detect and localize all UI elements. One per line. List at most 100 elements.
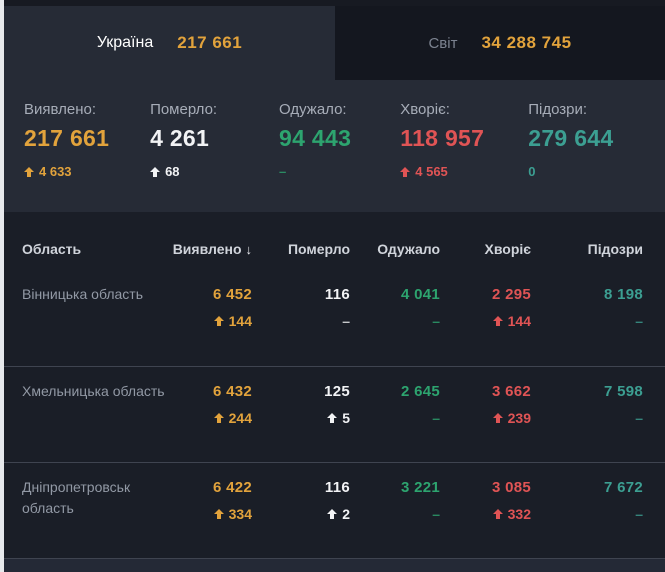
stat-delta: 4 565 bbox=[400, 164, 528, 179]
cell-delta: – bbox=[531, 506, 643, 522]
cell-delta: 239 bbox=[440, 410, 531, 426]
summary-panel: Виявлено: 217 661 4 633 Померло: 4 261 68 Одуж… bbox=[4, 80, 665, 212]
stat-delta-value: 68 bbox=[165, 164, 180, 179]
cell-delta-value: – bbox=[635, 410, 643, 426]
column-header-confirmed[interactable]: Виявлено ↓ bbox=[166, 241, 252, 257]
tab-ukraine-label: Україна bbox=[96, 34, 154, 51]
cell-value: 125 bbox=[324, 383, 350, 400]
cell-delta-value: 144 bbox=[507, 313, 531, 329]
table-row[interactable]: Вінницька область 6 452 144 116–4 041–2 295… bbox=[4, 270, 665, 366]
cell-sick: 2 295 144 bbox=[440, 286, 531, 366]
up-arrow-icon bbox=[327, 413, 338, 423]
cell-delta-value: – bbox=[432, 313, 440, 329]
cell-delta-value: 239 bbox=[507, 410, 531, 426]
region-name: Хмельницька область bbox=[22, 383, 165, 399]
cell-delta: 144 bbox=[166, 313, 252, 329]
stat-value: 279 644 bbox=[528, 125, 614, 151]
cell-value: 2 645 bbox=[400, 383, 440, 400]
column-header-sick[interactable]: Хворіє bbox=[484, 241, 531, 257]
cell-delta: – bbox=[350, 410, 440, 426]
stat-value: 217 661 bbox=[24, 125, 110, 151]
table-footer bbox=[4, 558, 665, 572]
up-arrow-icon bbox=[150, 166, 161, 177]
cell-delta-value: 5 bbox=[342, 410, 350, 426]
cell-delta-value: 332 bbox=[507, 506, 531, 522]
up-arrow-icon bbox=[327, 509, 338, 519]
column-header-region[interactable]: Область bbox=[22, 241, 82, 257]
up-arrow-icon bbox=[492, 413, 503, 423]
cell-value: 3 221 bbox=[400, 479, 440, 496]
stat-delta: 4 633 bbox=[24, 164, 150, 179]
cell-value: 8 198 bbox=[603, 286, 643, 303]
table-body: Вінницька область 6 452 144 116–4 041–2 295… bbox=[4, 270, 665, 558]
up-arrow-icon bbox=[213, 509, 224, 519]
stat-delta: – bbox=[279, 164, 400, 179]
cell-delta: 334 bbox=[166, 506, 252, 522]
table-row[interactable]: Дніпропетровськ область 6 422 334 116 2 3 221… bbox=[4, 462, 665, 558]
cell-delta-value: – bbox=[432, 410, 440, 426]
up-arrow-icon bbox=[213, 316, 224, 326]
cell-delta: 144 bbox=[440, 313, 531, 329]
column-header-recovered[interactable]: Одужало bbox=[377, 241, 440, 257]
cell-value: 3 085 bbox=[491, 479, 531, 496]
cell-value: 7 598 bbox=[603, 383, 643, 400]
table-row[interactable]: Хмельницька область 6 432 244 125 5 2 645–3 6… bbox=[4, 366, 665, 462]
stat-label: Померло: bbox=[150, 101, 218, 118]
cell-delta: 2 bbox=[252, 506, 350, 522]
cell-recovered: 3 221 – bbox=[350, 479, 440, 558]
top-strip bbox=[4, 0, 665, 6]
table-header: Область Виявлено ↓ Померло Одужало Хворіє… bbox=[4, 212, 665, 270]
tab-world-label: Світ bbox=[428, 34, 458, 52]
summary-stat-deaths: Померло: 4 261 68 bbox=[150, 101, 279, 212]
cell-value: 4 041 bbox=[400, 286, 440, 303]
tab-world[interactable]: Світ 34 288 745 bbox=[335, 6, 665, 80]
cell-delta-value: 334 bbox=[228, 506, 252, 522]
stat-label: Хворіє: bbox=[400, 101, 450, 118]
region-name: Вінницька область bbox=[22, 286, 143, 302]
cell-confirmed: 6 452 144 bbox=[166, 286, 252, 366]
cell-delta-value: 244 bbox=[228, 410, 252, 426]
column-header-suspicions[interactable]: Підозри bbox=[587, 241, 643, 257]
cell-sick: 3 662 239 bbox=[440, 383, 531, 462]
cell-delta: – bbox=[531, 410, 643, 426]
tab-ukraine[interactable]: Україна 217 661 bbox=[4, 6, 335, 80]
up-arrow-icon bbox=[492, 509, 503, 519]
up-arrow-icon bbox=[492, 316, 503, 326]
summary-stat-recovered: Одужало: 94 443 – bbox=[279, 101, 400, 212]
stat-value: 94 443 bbox=[279, 125, 352, 151]
cell-value: 7 672 bbox=[603, 479, 643, 496]
stat-value: 118 957 bbox=[400, 125, 485, 151]
cell-confirmed: 6 422 334 bbox=[166, 479, 252, 558]
cell-delta: – bbox=[350, 506, 440, 522]
summary-stat-suspicions: Підозри: 279 644 0 bbox=[528, 101, 665, 212]
cell-delta: – bbox=[252, 313, 350, 329]
cell-value: 116 bbox=[324, 479, 350, 496]
cell-delta-value: – bbox=[432, 506, 440, 522]
tab-bar: Україна 217 661 Світ 34 288 745 bbox=[4, 6, 665, 80]
cell-delta-value: – bbox=[635, 506, 643, 522]
cell-delta: – bbox=[350, 313, 440, 329]
cell-delta-value: 2 bbox=[342, 506, 350, 522]
stat-delta-value: 4 633 bbox=[39, 164, 72, 179]
up-arrow-icon bbox=[24, 166, 34, 177]
cell-value: 2 295 bbox=[491, 286, 531, 303]
cell-suspicions: 8 198 – bbox=[531, 286, 643, 366]
cell-deaths: 116 – bbox=[252, 286, 350, 366]
cell-delta: – bbox=[531, 313, 643, 329]
stat-label: Підозри: bbox=[528, 101, 588, 118]
cell-sick: 3 085 332 bbox=[440, 479, 531, 558]
up-arrow-icon bbox=[400, 166, 411, 177]
cell-deaths: 125 5 bbox=[252, 383, 350, 462]
cell-value: 3 662 bbox=[491, 383, 531, 400]
cell-delta: 244 bbox=[166, 410, 252, 426]
cell-delta: 332 bbox=[440, 506, 531, 522]
summary-stat-confirmed: Виявлено: 217 661 4 633 bbox=[24, 101, 150, 212]
dashboard-widget: Україна 217 661 Світ 34 288 745 Виявлено… bbox=[4, 0, 665, 572]
cell-value: 6 432 bbox=[212, 383, 252, 400]
stat-value: 4 261 bbox=[150, 125, 210, 151]
stat-delta-value: 0 bbox=[528, 164, 536, 179]
column-header-deaths[interactable]: Померло bbox=[287, 241, 350, 257]
cell-confirmed: 6 432 244 bbox=[166, 383, 252, 462]
cell-delta-value: – bbox=[342, 313, 350, 329]
stat-delta-value: 4 565 bbox=[415, 164, 448, 179]
